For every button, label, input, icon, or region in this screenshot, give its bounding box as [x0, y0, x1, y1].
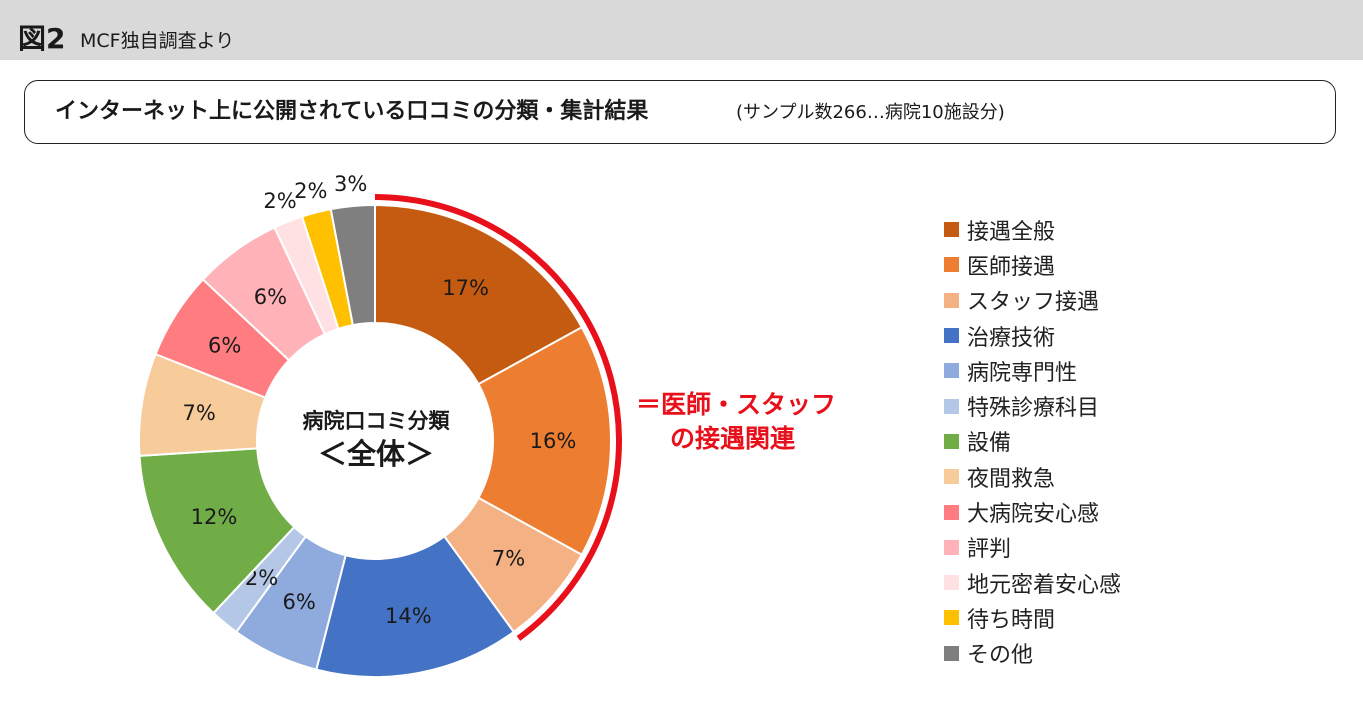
legend-swatch — [944, 257, 959, 273]
figure-source: MCF独自調査より — [80, 30, 235, 52]
legend-swatch — [944, 469, 959, 485]
legend-item-9: 大病院安心感 — [944, 494, 1121, 529]
chart-title-box: インターネット上に公開されている口コミの分類・集計結果 (サンプル数266…病院… — [24, 80, 1336, 144]
legend-label: 接遇全般 — [967, 219, 1056, 245]
slice-value-label-1: 17% — [442, 276, 489, 300]
pie-slice-4 — [315, 535, 516, 678]
legend-swatch — [944, 328, 959, 344]
legend-item-1: 接遇全般 — [944, 212, 1121, 247]
slice-value-label-11: 2% — [263, 189, 296, 213]
center-label-line2: ＜全体＞ — [317, 437, 434, 471]
annotation-line1: ＝医師・スタッフ — [636, 390, 837, 419]
pie-slice-2 — [477, 325, 612, 557]
pie-slice-13 — [329, 203, 376, 327]
center-label-line1: 病院口コミ分類 — [302, 409, 450, 433]
legend-label: 大病院安心感 — [967, 502, 1100, 528]
legend-label: 特殊診療科目 — [967, 396, 1100, 422]
slice-value-label-10: 6% — [254, 285, 287, 309]
legend-label: 病院専門性 — [967, 360, 1078, 386]
slice-value-label-13: 3% — [334, 172, 367, 196]
legend-item-5: 病院専門性 — [944, 353, 1121, 388]
legend-label: スタッフ接遇 — [967, 290, 1100, 316]
legend-item-8: 夜間救急 — [944, 459, 1121, 494]
slice-value-label-3: 7% — [492, 547, 525, 571]
header-bar — [0, 0, 1363, 60]
legend-label: 医師接遇 — [967, 254, 1056, 280]
legend-item-3: スタッフ接遇 — [944, 283, 1121, 318]
reception-annotation: ＝医師・スタッフ の接遇関連 — [636, 388, 836, 456]
chart-subtitle: (サンプル数266…病院10施設分) — [736, 102, 1005, 123]
reception-highlight-arc — [374, 194, 622, 641]
slice-value-label-9: 6% — [208, 334, 241, 358]
legend-swatch — [944, 539, 959, 555]
slice-value-label-5: 6% — [283, 590, 316, 614]
legend-label: 夜間救急 — [967, 466, 1056, 492]
annotation-line2: の接遇関連 — [670, 424, 796, 453]
legend-swatch — [944, 645, 959, 661]
slice-value-label-8: 7% — [183, 401, 216, 425]
slice-value-label-12: 2% — [294, 179, 327, 203]
slice-value-label-2: 16% — [530, 429, 577, 453]
legend-swatch — [944, 433, 959, 449]
legend-label: 待ち時間 — [967, 607, 1056, 633]
legend-swatch — [944, 575, 959, 591]
legend-swatch — [944, 292, 959, 308]
figure-label: 図2 — [18, 22, 66, 55]
legend-label: 地元密着安心感 — [967, 572, 1122, 598]
chart-legend: 接遇全般医師接遇スタッフ接遇 治療技術病院専門性特殊診療科目 設備夜間救急大病院安心… — [944, 212, 1121, 671]
legend-label: 評判 — [967, 537, 1012, 563]
legend-swatch — [944, 504, 959, 520]
legend-item-2: 医師接遇 — [944, 247, 1121, 282]
legend-label: 治療技術 — [967, 325, 1056, 351]
pie-slice-1 — [374, 203, 584, 386]
chart-title: インターネット上に公開されている口コミの分類・集計結果 — [55, 99, 649, 124]
donut-center-label: 病院口コミ分類 ＜全体＞ — [270, 408, 482, 472]
legend-label: その他 — [967, 643, 1034, 669]
slice-value-label-7: 12% — [191, 505, 238, 529]
legend-swatch — [944, 363, 959, 379]
legend-item-10: 評判 — [944, 530, 1121, 565]
legend-swatch — [944, 222, 959, 238]
legend-swatch — [944, 610, 959, 626]
legend-label: 設備 — [967, 431, 1012, 457]
legend-item-4: 治療技術 — [944, 318, 1121, 353]
legend-item-6: 特殊診療科目 — [944, 388, 1121, 423]
legend-item-12: 待ち時間 — [944, 600, 1121, 635]
legend-item-11: 地元密着安心感 — [944, 565, 1121, 600]
legend-swatch — [944, 398, 959, 414]
slice-value-label-4: 14% — [385, 604, 432, 628]
legend-item-7: 設備 — [944, 424, 1121, 459]
donut-chart: 17%16%7%14%6%2%12%7%6%6%2%2% 3% — [138, 172, 622, 678]
legend-item-13: その他 — [944, 636, 1121, 671]
